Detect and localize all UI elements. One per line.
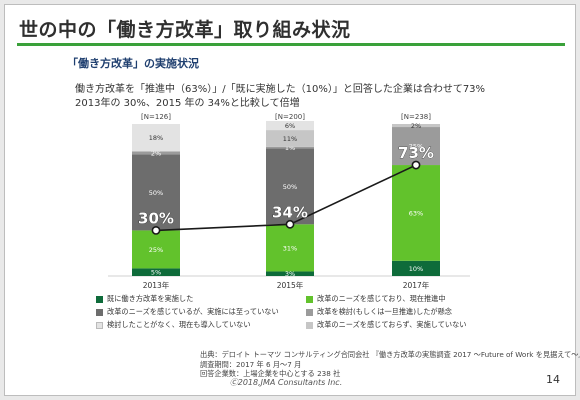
legend-item: 改革のニーズを感じておらず、実施していない xyxy=(306,320,496,330)
bar-n-label: [N=126] xyxy=(141,113,171,121)
bar-value-label: 2% xyxy=(151,149,161,157)
trend-marker xyxy=(285,219,295,229)
bar-segment-3-5 xyxy=(392,124,440,128)
bar-value-label: 3% xyxy=(285,270,295,278)
source-line-2: 調査期間：2017 年 6 月～7 月 xyxy=(200,359,302,369)
title-rule xyxy=(17,43,565,46)
legend-item: 検討したことがなく、現在も導入していない xyxy=(96,320,306,330)
bar-segment-3-1 xyxy=(392,260,440,276)
source-note: 出典：デロイト トーマツ コンサルティング合同会社 『働き方改革の実態調査 20… xyxy=(200,350,580,379)
copyright-footer: Ⓒ2018,JMA Consultants Inc. xyxy=(229,378,343,387)
bar-value-label: 31% xyxy=(283,244,297,252)
trend-value-label: 30% xyxy=(138,209,174,227)
bar-value-label: 50% xyxy=(283,183,297,191)
trend-value-label: 73% xyxy=(398,144,434,162)
source-line-1: 出典：デロイト トーマツ コンサルティング合同会社 『働き方改革の実態調査 20… xyxy=(200,350,580,359)
bar-segment-3-2 xyxy=(392,165,440,261)
trend-value-label: 34% xyxy=(272,203,308,221)
bar-value-label: 18% xyxy=(149,134,163,142)
x-tick-label: 2017年 xyxy=(403,280,430,290)
bar-segment-1-3 xyxy=(132,154,180,231)
legend-label: 既に働き方改革を実施した xyxy=(107,294,194,303)
bar-value-label: 25% xyxy=(149,246,163,254)
bar-value-label: 5% xyxy=(151,269,161,277)
bar-segment-2-2 xyxy=(266,224,314,272)
bar-value-label: 1% xyxy=(285,144,295,152)
bar-value-label: 50% xyxy=(149,189,163,197)
legend-item: 改革を検討(もしくは一旦推進)したが懸念 xyxy=(306,307,496,317)
trend-marker xyxy=(151,225,161,235)
description-line-2: 2013年の 30%、2015 年の 34%と比較して倍増 xyxy=(75,98,300,109)
bar-segment-1-1 xyxy=(132,268,180,276)
bar-segment-1-2 xyxy=(132,230,180,269)
chart-legend: 既に働き方改革を実施した 改革のニーズを感じており、現在推進中改革のニーズを感じて… xyxy=(96,294,496,330)
bar-value-label: 6% xyxy=(285,122,295,130)
chart-subtitle: 「働き方改革」の実施状況 xyxy=(67,57,199,70)
bar-segment-2-5 xyxy=(266,130,314,147)
legend-swatch xyxy=(96,308,103,316)
legend-swatch xyxy=(96,321,103,329)
x-tick-label: 2015年 xyxy=(277,280,304,290)
legend-item: 改革のニーズを感じているが、実施には至っていない xyxy=(96,307,306,317)
bar-segment-2-6 xyxy=(266,120,314,131)
bar-value-label: 11% xyxy=(283,135,297,143)
bar-segment-2-4 xyxy=(266,146,314,149)
legend-label: 改革のニーズを感じておらず、実施していない xyxy=(317,320,467,329)
legend-item: 改革のニーズを感じており、現在推進中 xyxy=(306,294,496,304)
trend-marker xyxy=(411,160,421,170)
bar-segment-2-1 xyxy=(266,271,314,276)
bar-value-label: 10% xyxy=(409,265,423,273)
legend-label: 改革のニーズを感じているが、実施には至っていない xyxy=(107,307,279,316)
legend-swatch xyxy=(306,295,313,303)
bar-segment-3-4 xyxy=(392,127,440,166)
bar-value-label: 25% xyxy=(409,143,423,151)
legend-swatch xyxy=(306,308,313,316)
page-number: 14 xyxy=(546,373,560,386)
legend-swatch xyxy=(306,321,313,329)
legend-label: 改革のニーズを感じており、現在推進中 xyxy=(317,294,446,303)
legend-label: 検討したことがなく、現在も導入していない xyxy=(107,320,251,329)
legend-swatch xyxy=(96,295,103,303)
legend-item: 既に働き方改革を実施した xyxy=(96,294,306,304)
bar-value-label: 2% xyxy=(411,122,421,130)
x-tick-label: 2013年 xyxy=(143,280,170,290)
bar-value-label: 63% xyxy=(409,209,423,217)
source-line-3: 回答企業数：上場企業を中心とする 238 社 xyxy=(200,369,341,378)
bar-segment-2-3 xyxy=(266,148,314,225)
bar-segment-1-4 xyxy=(132,151,180,155)
bar-segment-1-6 xyxy=(132,124,180,152)
description-line-1: 働き方改革を「推進中（63%）」/「既に実施した（10%）」と回答した企業は合わ… xyxy=(75,84,486,95)
legend-label: 改革を検討(もしくは一旦推進)したが懸念 xyxy=(317,307,452,316)
page-title: 世の中の「働き方改革」取り組み状況 xyxy=(19,19,351,41)
slide: 世の中の「働き方改革」取り組み状況 「働き方改革」の実施状況 働き方改革を「推進… xyxy=(4,4,576,396)
description: 働き方改革を「推進中（63%）」/「既に実施した（10%）」と回答した企業は合わ… xyxy=(75,83,485,111)
bar-n-label: [N=200] xyxy=(275,113,305,121)
bar-n-label: [N=238] xyxy=(401,113,431,121)
